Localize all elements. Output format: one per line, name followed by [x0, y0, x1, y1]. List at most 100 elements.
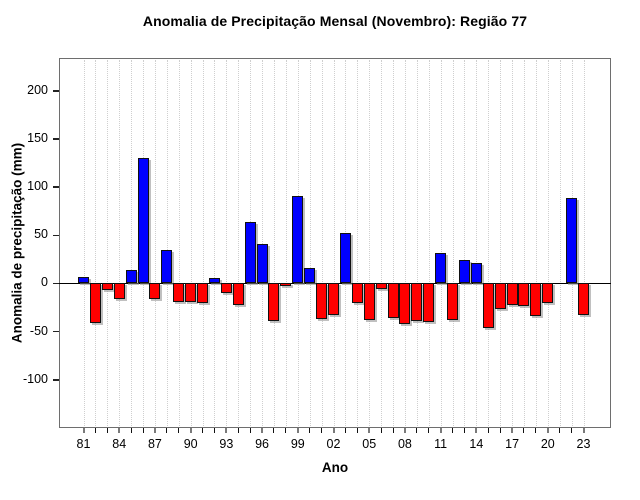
x-tick [403, 428, 406, 433]
bar-2006 [375, 283, 387, 290]
bar-2010 [423, 283, 435, 322]
x-tick-label: 81 [76, 437, 91, 451]
bar-2016 [494, 283, 506, 309]
y-tick [52, 186, 59, 188]
x-tick [452, 428, 454, 433]
y-tick [52, 330, 59, 333]
x-tick [321, 428, 323, 433]
year-gridline [464, 60, 466, 426]
x-tick-label: 93 [219, 437, 234, 451]
bar-2022 [566, 197, 578, 284]
x-tick [94, 428, 96, 433]
y-tick-label: -100 [22, 371, 48, 386]
y-tick-label: -50 [29, 323, 48, 338]
year-gridline [357, 60, 359, 426]
year-gridline [583, 60, 585, 426]
year-gridline [559, 60, 561, 426]
y-tick-label: 50 [34, 227, 48, 242]
bar-2018 [518, 283, 530, 306]
year-gridline [202, 60, 204, 426]
x-tick [392, 428, 394, 433]
x-tick-label: 02 [326, 437, 341, 451]
bar-1991 [197, 283, 209, 303]
bar-2004 [351, 283, 363, 303]
year-gridline [83, 60, 85, 426]
bar-1996 [256, 243, 268, 284]
bar-2012 [447, 283, 459, 321]
x-tick-label: 11 [434, 437, 448, 451]
x-tick [428, 428, 430, 433]
year-gridline [95, 60, 97, 426]
y-tick-label: 150 [27, 130, 48, 145]
y-axis-label: Anomalia de precipitação (mm) [9, 142, 25, 344]
x-tick-label: 23 [576, 437, 591, 451]
x-tick [344, 428, 346, 433]
bar-1989 [173, 283, 185, 302]
x-tick [380, 428, 382, 433]
year-gridline [226, 60, 228, 426]
x-tick-label: 99 [290, 437, 305, 451]
x-tick [535, 428, 537, 433]
x-tick [237, 428, 239, 433]
x-tick [416, 428, 418, 433]
plot-area [59, 58, 611, 428]
bar-2005 [363, 283, 375, 321]
bar-2009 [411, 283, 423, 322]
year-gridline [428, 60, 430, 426]
bar-1998 [280, 283, 292, 287]
x-tick-label: 08 [397, 437, 412, 451]
year-gridline [262, 60, 264, 426]
y-tick-label: 100 [27, 179, 48, 194]
bar-2013 [458, 260, 470, 284]
year-gridline [369, 60, 371, 426]
year-gridline [512, 60, 514, 426]
bar-2011 [435, 252, 447, 284]
year-gridline [333, 60, 335, 426]
x-tick [439, 428, 442, 433]
x-tick [153, 428, 156, 433]
year-gridline [393, 60, 395, 426]
bar-2007 [387, 283, 399, 319]
x-tick [475, 428, 478, 433]
x-tick [106, 428, 108, 433]
bar-1995 [244, 221, 256, 284]
x-tick [546, 428, 549, 433]
year-gridline [523, 60, 525, 426]
x-tick [523, 428, 525, 433]
y-tick [52, 234, 59, 237]
year-gridline [440, 60, 442, 426]
bar-2019 [530, 283, 542, 317]
x-tick [582, 428, 585, 433]
x-tick [332, 428, 335, 433]
bar-2001 [316, 283, 328, 320]
bar-2023 [578, 283, 589, 316]
year-gridline [488, 60, 490, 426]
x-tick-label: 90 [183, 437, 198, 451]
bar-1994 [232, 283, 244, 305]
x-tick-label: 20 [540, 437, 555, 451]
year-gridline [321, 60, 323, 426]
bar-1997 [268, 283, 280, 322]
year-gridline [238, 60, 240, 426]
bar-1983 [101, 283, 113, 291]
year-gridline [309, 60, 311, 426]
x-tick-label: 87 [147, 437, 162, 451]
bar-1981 [78, 276, 89, 284]
year-gridline [178, 60, 180, 426]
x-tick [296, 428, 299, 433]
x-tick [166, 428, 168, 433]
bar-2008 [399, 283, 411, 324]
x-tick [82, 428, 85, 433]
bar-1990 [185, 283, 197, 302]
year-gridline [452, 60, 454, 426]
x-tick [487, 428, 489, 433]
x-tick [213, 428, 215, 433]
x-tick [559, 428, 561, 433]
bar-2003 [339, 233, 351, 284]
x-tick [118, 428, 121, 433]
x-tick [178, 428, 180, 433]
year-gridline [500, 60, 502, 426]
year-gridline [535, 60, 537, 426]
year-gridline [404, 60, 406, 426]
